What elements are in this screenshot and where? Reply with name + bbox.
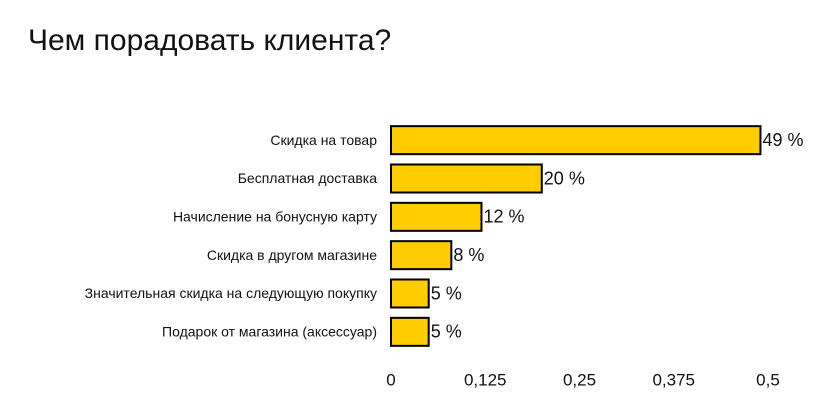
- value-label: 8 %: [453, 245, 484, 265]
- bar: [390, 316, 430, 347]
- bar: [390, 201, 483, 232]
- x-tick-label: 0: [386, 370, 395, 389]
- x-tick-label: 0,375: [652, 370, 695, 389]
- value-label: 5 %: [431, 322, 462, 342]
- category-label: Начисление на бонусную карту: [173, 209, 377, 225]
- value-label: 12 %: [483, 207, 524, 227]
- value-label: 5 %: [431, 283, 462, 303]
- category-label: Скидка в другом магазине: [207, 247, 377, 263]
- value-label: 49 %: [762, 130, 803, 150]
- value-label: 20 %: [544, 168, 585, 188]
- bar: [390, 163, 543, 194]
- category-label: Подарок от магазина (аксессуар): [162, 324, 377, 340]
- x-tick-label: 0,125: [464, 370, 507, 389]
- category-label: Бесплатная доставка: [238, 170, 377, 186]
- category-label: Значительная скидка на следующую покупку: [85, 285, 377, 301]
- bar: [390, 278, 430, 309]
- bar: [390, 125, 762, 156]
- category-label: Скидка на товар: [270, 132, 377, 148]
- bar: [390, 240, 453, 271]
- x-tick-label: 0,25: [563, 370, 596, 389]
- x-tick-label: 0,5: [756, 370, 780, 389]
- chart-title: Чем порадовать клиента?: [28, 24, 391, 57]
